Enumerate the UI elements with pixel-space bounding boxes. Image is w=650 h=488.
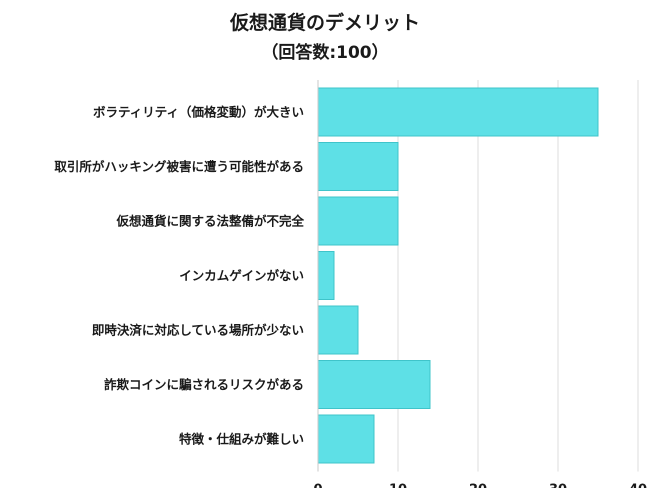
x-tick-label: 20 xyxy=(469,483,487,488)
bar xyxy=(317,414,375,464)
chart-title: 仮想通貨のデメリット xyxy=(229,12,420,34)
bar xyxy=(317,305,359,355)
category-label: 即時決済に対応している場所が少ない xyxy=(92,323,304,338)
category-label: 詐欺コインに騙されるリスクがある xyxy=(104,377,304,392)
category-label: 特徴・仕組みが難しい xyxy=(179,432,304,447)
bar xyxy=(317,87,599,137)
bar xyxy=(317,360,431,409)
x-tick-label: 10 xyxy=(389,483,407,488)
x-tick-label: 40 xyxy=(629,483,647,488)
x-tick-label: 30 xyxy=(549,483,567,488)
category-label: ボラティリティ（価格変動）が大きい xyxy=(93,105,304,120)
bar xyxy=(317,196,399,246)
x-tick-label: 0 xyxy=(313,483,322,488)
category-label: 仮想通貨に関する法整備が不完全 xyxy=(115,214,304,229)
bar xyxy=(317,142,399,191)
chart-subtitle: （回答数:100） xyxy=(261,43,389,63)
category-label: 取引所がハッキング被害に遭う可能性がある xyxy=(54,159,304,174)
category-label: インカムゲインがない xyxy=(179,268,304,283)
bar xyxy=(317,251,335,300)
